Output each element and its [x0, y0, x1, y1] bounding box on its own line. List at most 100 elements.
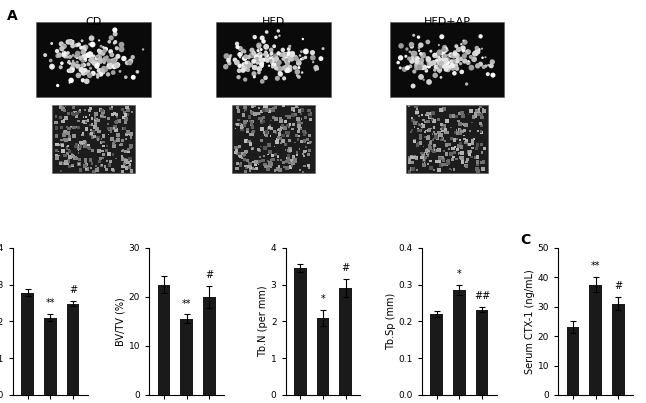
Point	[59, 136, 70, 143]
Point	[240, 119, 250, 125]
Point	[284, 66, 295, 73]
Point	[299, 149, 309, 155]
Point	[415, 51, 426, 57]
Point	[410, 50, 420, 57]
Point	[267, 50, 277, 56]
Point	[97, 112, 107, 119]
Point	[242, 66, 252, 72]
Point	[406, 127, 417, 133]
Point	[80, 163, 90, 169]
Point	[66, 124, 76, 131]
Point	[480, 54, 490, 60]
Point	[457, 69, 468, 75]
Point	[59, 117, 69, 124]
Point	[273, 154, 283, 160]
Point	[47, 63, 57, 70]
Point	[78, 119, 89, 125]
Point	[89, 168, 99, 175]
Point	[434, 49, 444, 55]
Point	[254, 69, 264, 76]
Point	[127, 109, 137, 116]
Point	[419, 51, 429, 58]
Point	[234, 51, 245, 58]
Point	[429, 59, 439, 66]
Point	[408, 160, 418, 166]
Point	[100, 163, 110, 170]
Point	[415, 127, 426, 133]
Point	[450, 150, 460, 157]
Point	[118, 137, 128, 144]
Point	[253, 110, 264, 116]
Point	[444, 141, 455, 147]
Point	[79, 67, 90, 74]
Point	[437, 56, 448, 62]
Point	[237, 49, 247, 55]
Point	[442, 118, 452, 124]
Point	[73, 150, 83, 156]
Point	[430, 72, 441, 79]
Bar	[203, 297, 216, 395]
Point	[79, 138, 90, 145]
Point	[98, 143, 109, 149]
Point	[289, 157, 300, 164]
Point	[424, 110, 434, 117]
Point	[450, 130, 461, 136]
Point	[249, 71, 259, 77]
Point	[76, 142, 86, 148]
Point	[74, 108, 85, 114]
Point	[297, 69, 307, 76]
Point	[250, 64, 260, 70]
Point	[120, 110, 130, 116]
Point	[67, 110, 78, 117]
Point	[112, 62, 123, 68]
Point	[238, 61, 249, 68]
Point	[471, 155, 481, 162]
Point	[113, 137, 123, 143]
Point	[399, 66, 410, 73]
Point	[119, 114, 129, 120]
Bar	[36, 22, 151, 97]
Point	[293, 133, 304, 139]
Point	[251, 165, 261, 172]
Point	[450, 137, 460, 143]
Point	[431, 134, 441, 140]
Bar	[453, 290, 466, 395]
Point	[433, 146, 444, 153]
Bar	[294, 268, 307, 395]
Point	[107, 136, 117, 143]
Point	[258, 60, 268, 66]
Point	[118, 156, 128, 162]
Point	[236, 121, 246, 128]
Point	[459, 135, 470, 142]
Point	[96, 106, 106, 113]
Point	[276, 118, 286, 125]
Point	[417, 112, 428, 118]
Point	[414, 122, 424, 129]
Point	[423, 59, 433, 65]
Point	[91, 167, 101, 173]
Point	[429, 124, 439, 131]
Point	[264, 109, 275, 115]
Point	[231, 149, 241, 156]
Point	[92, 54, 103, 60]
Point	[436, 107, 446, 113]
Point	[253, 161, 264, 168]
Point	[434, 51, 444, 57]
Point	[247, 165, 258, 172]
Point	[410, 123, 420, 130]
Point	[408, 153, 418, 160]
Point	[121, 111, 132, 118]
Point	[423, 149, 433, 155]
Point	[393, 59, 403, 66]
Point	[265, 163, 275, 169]
Point	[469, 56, 479, 62]
Point	[77, 62, 87, 69]
Point	[120, 112, 130, 118]
Point	[415, 140, 426, 146]
Point	[99, 59, 109, 65]
Point	[443, 67, 453, 73]
Point	[282, 155, 293, 162]
Point	[256, 108, 267, 115]
Point	[436, 63, 446, 70]
Text: HFD+AP: HFD+AP	[424, 17, 470, 27]
